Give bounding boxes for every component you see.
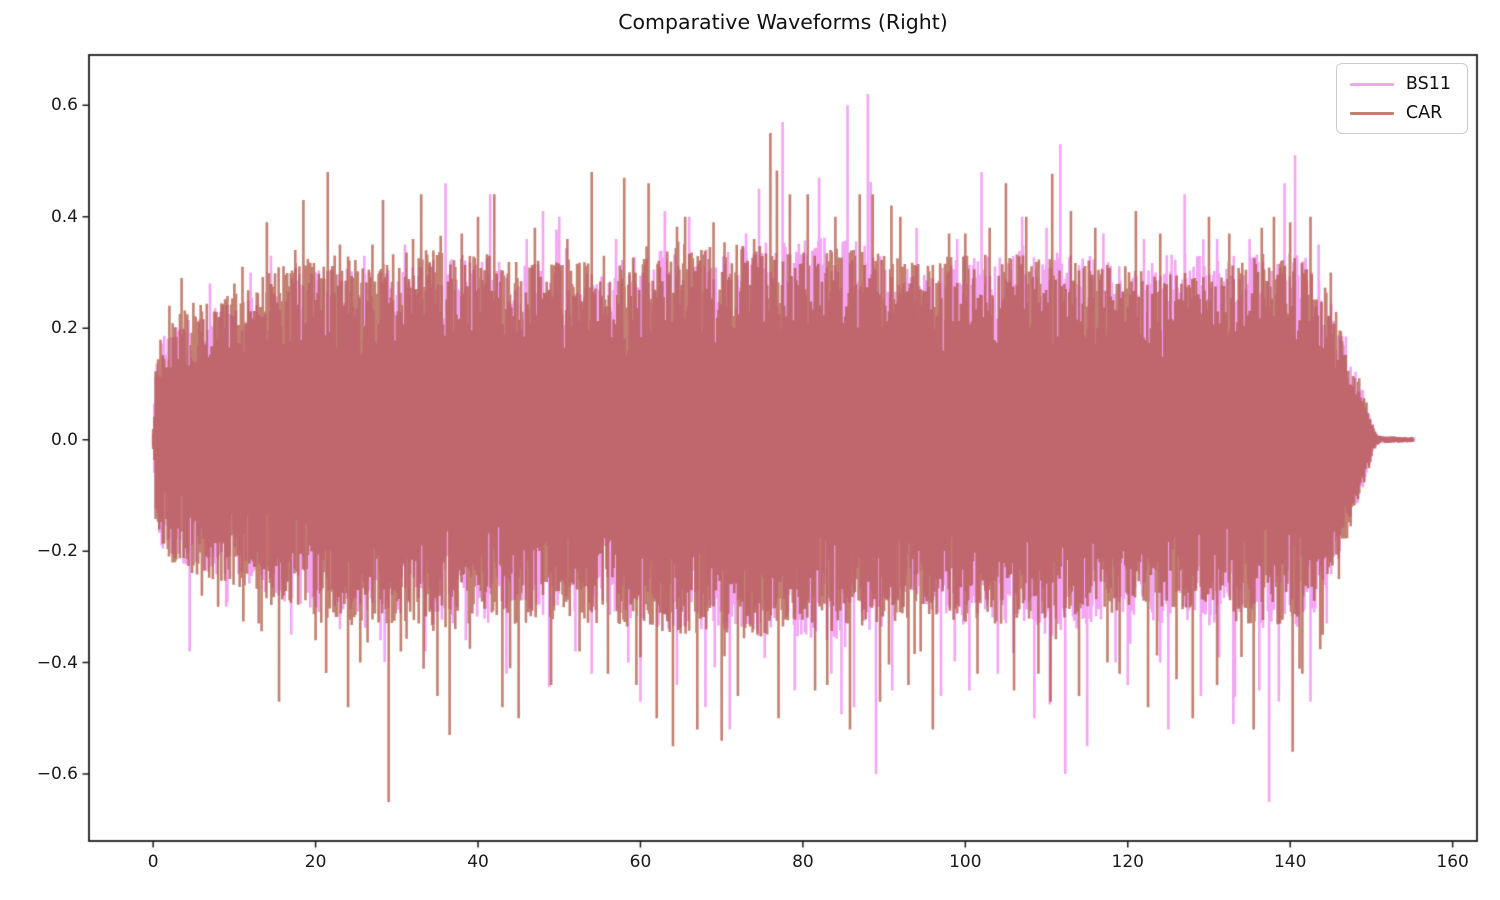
y-tick-label: 0.2	[50, 318, 78, 339]
legend-line-sample-bs11	[1349, 82, 1394, 86]
y-tick-label: 0.0	[50, 429, 78, 450]
x-tick-label: 40	[467, 852, 489, 872]
legend-item-car: CAR	[1349, 103, 1451, 123]
y-tick-label: 0.6	[50, 95, 78, 116]
legend: BS11 CAR	[1335, 63, 1468, 134]
legend-item-bs11: BS11	[1349, 74, 1451, 94]
legend-label-car: CAR	[1405, 103, 1443, 123]
x-tick-label: 0	[147, 852, 159, 872]
y-tick-label: −0.4	[36, 652, 78, 673]
y-tick-label: −0.6	[36, 764, 78, 785]
x-tick-label: 140	[1273, 852, 1307, 872]
x-tick-label: 120	[1111, 852, 1144, 872]
x-tick-label: 80	[792, 852, 814, 872]
chart-title: Comparative Waveforms (Right)	[618, 10, 948, 34]
y-tick-label: 0.4	[50, 206, 78, 227]
legend-line-sample-car	[1349, 111, 1394, 115]
x-tick-label: 20	[304, 852, 327, 872]
x-tick-label: 100	[949, 852, 982, 872]
x-tick-label: 160	[1436, 852, 1469, 872]
x-tick-label: 60	[629, 852, 652, 872]
y-tick-label: −0.2	[36, 541, 78, 562]
legend-label-bs11: BS11	[1405, 74, 1451, 94]
